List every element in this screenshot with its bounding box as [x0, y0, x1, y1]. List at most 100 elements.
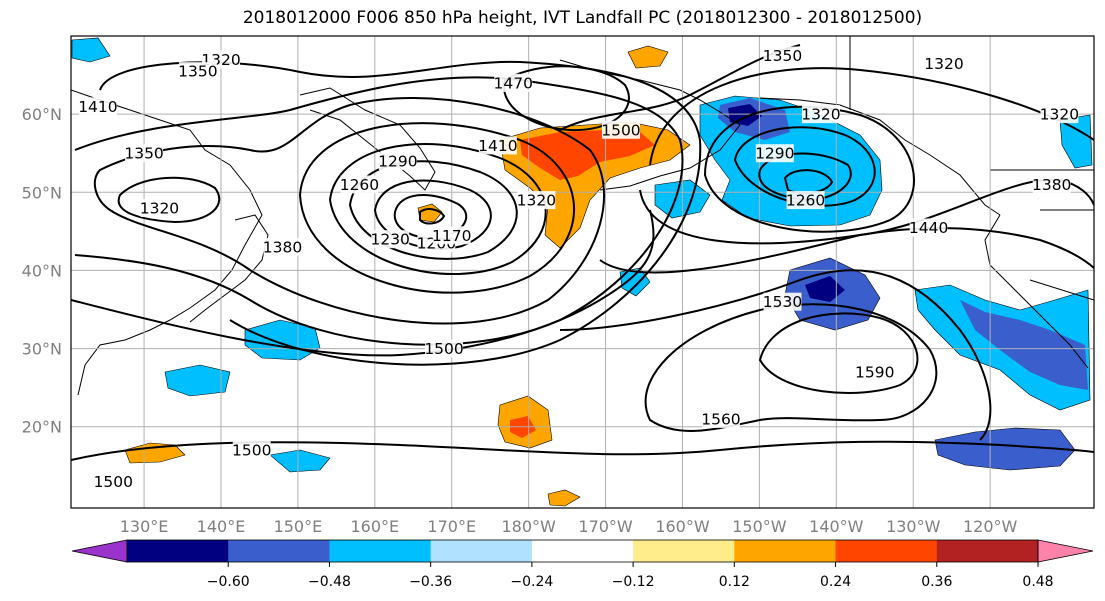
- contour-1380: [74, 76, 684, 346]
- ivt-blue-patch-bottom-left: [269, 449, 331, 473]
- contour-label-background: [371, 230, 410, 249]
- colorbar-bin: [835, 540, 938, 562]
- ivt-blue-patch-west-coast-dark: [960, 300, 1088, 390]
- colorbar-bin: [228, 540, 330, 562]
- contour-label-background: [601, 120, 640, 139]
- coast-asia: [71, 89, 263, 396]
- longitude-label: 140°E: [197, 517, 246, 536]
- latitude-label: 20°N: [22, 418, 62, 437]
- contour-1560: [644, 303, 938, 432]
- contour-label-background: [378, 152, 417, 171]
- colorbar-tick-label: −0.12: [612, 574, 655, 590]
- latitude-label: 60°N: [22, 105, 62, 124]
- contour-label-background: [125, 144, 164, 163]
- contour-label-background: [909, 218, 948, 237]
- contour-label: 1260: [786, 192, 825, 210]
- longitude-label: 140°W: [809, 517, 864, 536]
- contour-1170: [419, 208, 446, 225]
- contour-label: 1350: [124, 145, 163, 163]
- contour-label-background: [801, 105, 840, 124]
- latitude-label: 50°N: [22, 183, 62, 202]
- latitude-labels: 60°N 50°N 40°N 30°N 20°N: [22, 105, 62, 437]
- colorbar-extend-high: [1037, 539, 1094, 563]
- contour-label-background: [178, 62, 217, 81]
- contour-label: 1440: [909, 219, 948, 237]
- contour-label: 1560: [701, 410, 740, 428]
- contour-label: 1290: [755, 145, 794, 163]
- contour-label: 1500: [601, 121, 640, 139]
- contour-label-background: [763, 292, 802, 311]
- contour-label-background: [340, 175, 379, 194]
- ivt-red-patch-bering-core: [520, 130, 655, 180]
- colorbar-tick-label: 0.48: [1022, 574, 1053, 590]
- contour-label-background: [517, 191, 556, 210]
- longitude-labels: 130°E 140°E 150°E 160°E 170°E 180°W 170°W 160°W…: [120, 517, 1018, 536]
- ivt-blue-patch-west-small: [164, 364, 231, 397]
- contour-label: 1320: [1040, 106, 1079, 124]
- contour-label: 1410: [78, 98, 117, 116]
- longitude-label: 170°W: [578, 517, 633, 536]
- colorbar-bin: [633, 540, 735, 562]
- contour-label: 1290: [378, 153, 417, 171]
- latitude-label: 30°N: [22, 340, 62, 359]
- contour-1530: [559, 269, 992, 441]
- contour-label-background: [755, 144, 794, 163]
- contour-1320-east: [703, 105, 915, 233]
- contour-label: 1320: [140, 199, 179, 217]
- longitude-label: 150°E: [274, 517, 323, 536]
- colorbar-tick-label: −0.48: [308, 574, 351, 590]
- colorbar-tick-label: 0.36: [921, 574, 952, 590]
- colorbar-bin: [329, 540, 432, 562]
- contour-label-background: [425, 339, 464, 358]
- ivt-blue-patch-east-edge: [1059, 114, 1093, 169]
- ivt-red-patch-bottom-center: [547, 489, 581, 507]
- coast-north-america-border: [849, 36, 1094, 301]
- colorbar: −0.60 −0.48 −0.36 −0.24 −0.12 0.12 0.24 0.36 0.4…: [71, 539, 1094, 590]
- contour-label-background: [1040, 105, 1079, 124]
- contour-label: 1500: [94, 473, 133, 491]
- contour-label-background: [1032, 175, 1071, 194]
- contour-label: 1500: [424, 340, 463, 358]
- contour-1350-east: [649, 67, 1094, 166]
- latitude-label: 40°N: [22, 261, 62, 280]
- contour-1410: [99, 60, 702, 366]
- contour-label: 1350: [763, 47, 802, 65]
- contour-label: 1260: [340, 176, 379, 194]
- contour-label: 1500: [232, 442, 271, 460]
- colorbar-bin: [430, 540, 533, 562]
- contour-1590: [758, 312, 919, 394]
- ivt-blue-patch-southeast: [934, 427, 1076, 471]
- contour-label: 1320: [517, 192, 556, 210]
- contour-label: 1170: [432, 227, 471, 245]
- contour-label-background: [701, 409, 740, 428]
- colorbar-bin: [734, 540, 837, 562]
- colorbar-tick-label: −0.60: [207, 574, 250, 590]
- contour-label: 1320: [924, 55, 963, 73]
- contour-label: 1410: [478, 137, 517, 155]
- colorbar-tick-label: −0.24: [510, 574, 553, 590]
- contour-1440: [599, 227, 1094, 274]
- ivt-red-patch-alaska-north: [627, 45, 669, 69]
- colorbar-outline: [126, 539, 1039, 563]
- ivt-blue-patch-top-left: [71, 37, 111, 63]
- colorbar-bin: [531, 540, 634, 562]
- contour-label-background: [78, 97, 117, 116]
- contour-1290-east: [733, 126, 876, 207]
- colorbar-bin: [936, 540, 1039, 562]
- longitude-label: 120°W: [963, 517, 1018, 536]
- contour-label-background: [478, 136, 517, 155]
- colorbar-tick-label: 0.24: [820, 574, 851, 590]
- map-background: [71, 36, 1094, 508]
- contour-label-background: [786, 191, 825, 210]
- contour-label: 1320: [801, 106, 840, 124]
- longitude-label: 170°E: [427, 517, 476, 536]
- contour-label: 1380: [263, 238, 302, 256]
- longitude-label: 130°W: [886, 517, 941, 536]
- contour-label-background: [763, 46, 802, 65]
- contour-label-background: [855, 363, 894, 382]
- contour-label: 1590: [855, 364, 894, 382]
- contour-label-background: [494, 73, 533, 92]
- contour-label: 1230: [370, 231, 409, 249]
- longitude-label: 150°W: [732, 517, 787, 536]
